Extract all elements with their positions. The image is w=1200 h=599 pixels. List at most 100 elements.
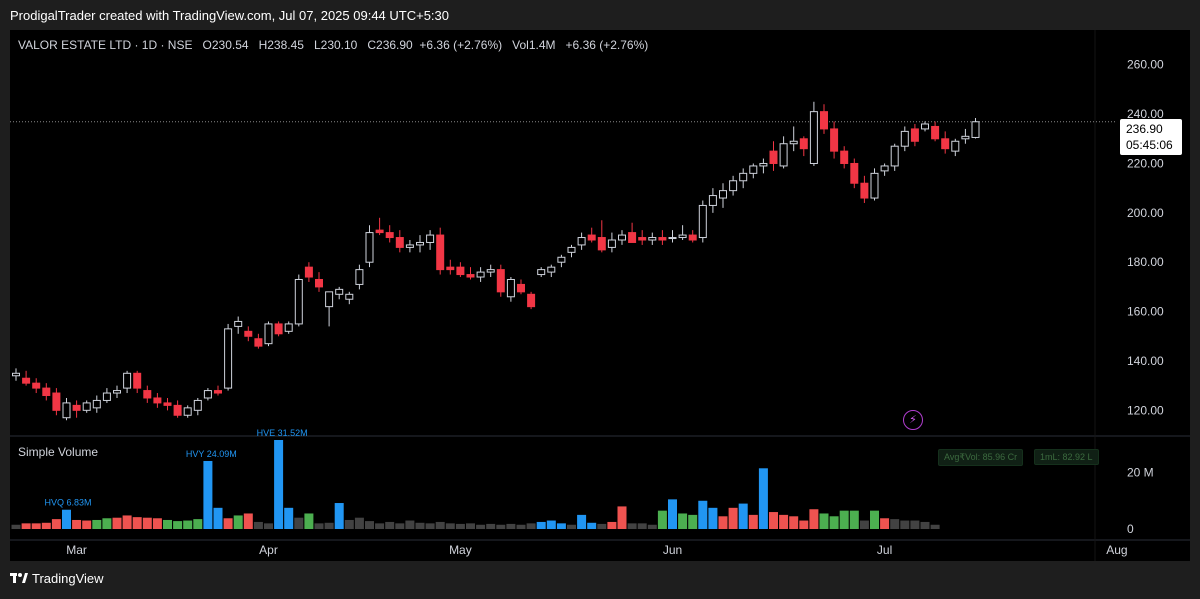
chart-frame[interactable]: 120.00 140.00 160.00 180.00 200.00 220.00 240.… (10, 30, 1190, 561)
candle-body (405, 244, 414, 248)
volume-bar (789, 516, 799, 529)
avg-value-badge: Avg₹Vol: 85.96 Cr (938, 449, 1024, 466)
candle-body (517, 283, 525, 293)
vol-label: Vol (512, 38, 529, 52)
price-tick-label: 200.00 (1127, 206, 1164, 220)
volume-tick-label: 20 M (1127, 466, 1154, 480)
volume-bar (597, 523, 607, 529)
candle-body (638, 237, 647, 241)
candle-body (12, 372, 20, 377)
candle-body (557, 256, 566, 263)
volume-bar (41, 522, 51, 529)
volume-bar (870, 510, 879, 529)
vol-change-value: +6.36 (+2.76%) (565, 38, 649, 52)
candle-body (830, 128, 839, 152)
candle-body (688, 234, 697, 241)
time-tick-label: Aug (1106, 543, 1127, 557)
open-label: O (202, 38, 212, 52)
chart-header: ProdigalTrader created with TradingView.… (0, 0, 1200, 30)
volume-bar (476, 524, 486, 529)
volume-bar (930, 524, 940, 529)
price-tick-label: 180.00 (1127, 255, 1164, 269)
volume-bar (72, 519, 82, 529)
volume-bar (859, 520, 869, 529)
volume-bar (385, 521, 395, 529)
volume-bar (82, 520, 92, 529)
candle-body (900, 130, 909, 147)
candle-body (133, 372, 142, 389)
candle-body (496, 269, 505, 293)
volume-bar (92, 519, 102, 529)
candle-body (32, 382, 41, 389)
volume-bar (294, 517, 304, 529)
volume-bar (344, 519, 354, 529)
volume-bar (223, 518, 233, 529)
volume-bar (506, 523, 516, 529)
candle-body (325, 291, 334, 308)
candle-body (587, 234, 596, 241)
candle-body (789, 140, 798, 145)
volume-bar (708, 507, 718, 529)
time-tick-label: Jun (663, 543, 682, 557)
candle-body (446, 266, 455, 271)
candle-body (799, 138, 808, 150)
volume-bar (556, 523, 566, 529)
volume-bar (546, 520, 556, 529)
volume-bar (637, 523, 647, 529)
volume-bar (304, 513, 314, 529)
candle-body (284, 323, 293, 332)
volume-bar (435, 521, 445, 529)
volume-bar (607, 521, 617, 529)
candle-body (355, 269, 364, 285)
volume-bar (627, 523, 637, 529)
candle-body (42, 387, 51, 397)
volume-bar (617, 506, 627, 529)
price-tick-label: 120.00 (1127, 403, 1164, 417)
candle-body (607, 239, 616, 248)
volume-bar (890, 519, 900, 529)
high-value: 238.45 (267, 38, 304, 52)
candle-body (214, 390, 222, 394)
candle-body (597, 237, 606, 251)
volume-bar (516, 524, 526, 529)
open-value: 230.54 (211, 38, 249, 52)
volume-bar (920, 521, 930, 529)
candle-body (395, 237, 404, 248)
volume-pane-title[interactable]: Simple Volume (18, 445, 99, 459)
candle-body (52, 392, 61, 411)
chart-canvas[interactable]: 120.00 140.00 160.00 180.00 200.00 220.00 240.… (10, 30, 1190, 561)
candle-body (910, 128, 919, 142)
volume-bar (698, 500, 708, 529)
candle-body (304, 266, 313, 278)
volume-bar (324, 522, 334, 529)
candle-body (506, 278, 515, 298)
candle-body (860, 182, 869, 199)
change-value: +6.36 (+2.76%) (419, 38, 503, 52)
volume-bar (829, 516, 839, 529)
candle-body (708, 195, 717, 206)
footer-brand-text: TradingView (32, 571, 104, 586)
header-text: ProdigalTrader created with TradingView.… (10, 8, 449, 23)
candle-body (102, 392, 111, 401)
candle-body (426, 234, 435, 243)
time-tick-label: Apr (259, 543, 278, 557)
footer-brand: TradingView (10, 571, 104, 591)
volume-bar (455, 523, 465, 529)
candle-body (385, 232, 394, 239)
symbol-label[interactable]: VALOR ESTATE LTD · 1D · NSE (18, 38, 193, 52)
volume-bar (274, 440, 284, 529)
volume-bar (122, 515, 132, 529)
candle-body (820, 111, 828, 130)
candle-body (850, 162, 859, 184)
volume-bar (486, 523, 496, 529)
volume-bar (567, 524, 576, 529)
candle-body (113, 390, 121, 394)
lightning-icon[interactable]: ⚡ (903, 410, 923, 430)
volume-bar (900, 520, 910, 529)
volume-bar (668, 499, 677, 529)
candle-body (163, 402, 172, 406)
candle-body (648, 237, 657, 241)
volume-bar (577, 514, 587, 529)
volume-bar (880, 518, 890, 529)
volume-bar (910, 520, 920, 529)
